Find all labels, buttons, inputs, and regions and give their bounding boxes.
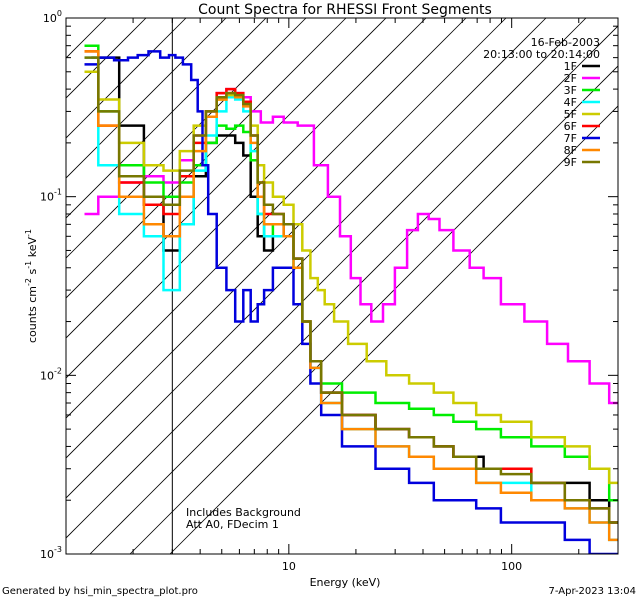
y-tick-label: 10-1 (40, 188, 62, 204)
series-lines (84, 44, 618, 554)
y-label-sup-2: -1 (24, 261, 33, 269)
x-tick-label: 10 (282, 560, 296, 573)
y-label-part-3: keV (26, 237, 39, 261)
footer-left: Generated by hsi_min_spectra_plot.pro (2, 586, 198, 597)
x-axis-label: Energy (keV) (310, 576, 381, 589)
series-6F (84, 50, 618, 524)
series-4F (84, 56, 618, 542)
hatched-region (66, 18, 618, 554)
legend-label-2F: 2F (564, 72, 577, 85)
plot-frame (65, 17, 619, 555)
hatch-line (66, 18, 307, 259)
hatch-line (89, 25, 618, 554)
y-axis-label: counts cm-2 s-1 keV-1 (24, 229, 39, 343)
x-tick-label: 100 (501, 560, 522, 573)
y-label-sup-3: -1 (24, 229, 33, 237)
date-text: 16-Feb-2003 (531, 36, 600, 49)
hatch-line (66, 18, 267, 219)
legend-label-7F: 7F (564, 132, 577, 145)
legend-label-6F: 6F (564, 120, 577, 133)
legend-label-1F: 1F (564, 60, 577, 73)
legend-label-8F: 8F (564, 144, 577, 157)
annotation-background: Includes Background (186, 506, 301, 519)
y-label-part-1: counts cm (26, 286, 39, 343)
series-7F (84, 50, 618, 554)
hatch-line (66, 18, 147, 99)
legend-label-9F: 9F (564, 156, 577, 169)
y-label-part-2: s (26, 268, 39, 277)
axes: 10 100 100 10-1 10-2 10-3 (40, 9, 619, 573)
hatch-line (66, 18, 467, 419)
time-range-text: 20:13:00 to 20:14:00 (483, 48, 600, 61)
series-9F (84, 56, 618, 524)
series-2F (84, 87, 618, 405)
legend-label-5F: 5F (564, 108, 577, 121)
y-tick-label: 10-3 (40, 545, 62, 561)
footer-right: 7-Apr-2023 13:04 (549, 586, 636, 597)
hatch-line (66, 18, 427, 379)
hatch-line (66, 18, 547, 499)
hatch-line (66, 18, 227, 179)
hatch-line (66, 18, 187, 139)
hatch-line (129, 65, 618, 554)
hatch-line (66, 18, 507, 459)
series-8F (84, 50, 618, 542)
hatch-line (66, 18, 347, 299)
legend-label-3F: 3F (564, 84, 577, 97)
y-tick-label: 100 (43, 9, 62, 25)
hatch-line (169, 105, 618, 554)
y-label-sup-1: -2 (24, 278, 33, 286)
annotation-attenuator: Att A0, FDecim 1 (186, 518, 279, 531)
series-3F (84, 44, 618, 502)
hatch-line (66, 18, 387, 339)
y-tick-label: 10-2 (40, 366, 62, 382)
chart-title: Count Spectra for RHESSI Front Segments (198, 2, 492, 18)
legend-label-4F: 4F (564, 96, 577, 109)
